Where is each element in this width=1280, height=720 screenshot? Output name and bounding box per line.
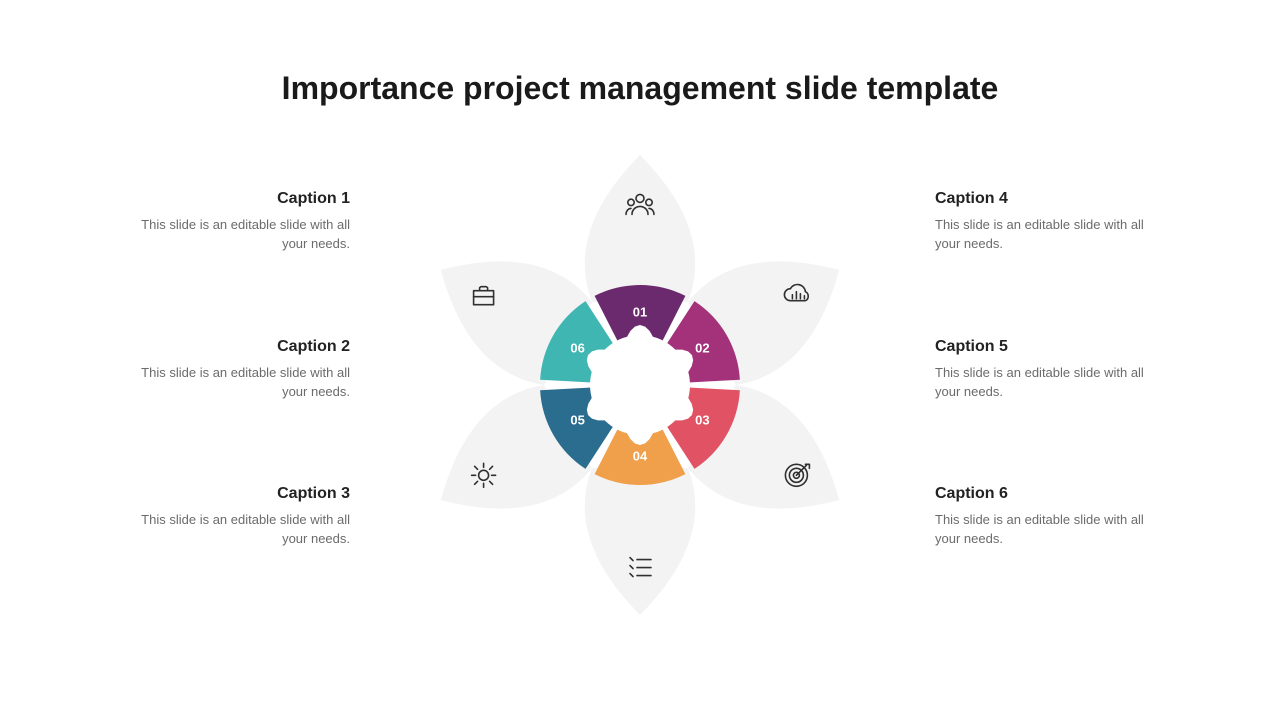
caption-body: This slide is an editable slide with all… [935,364,1155,402]
caption-body: This slide is an editable slide with all… [130,511,350,549]
caption-heading: Caption 4 [935,190,1155,208]
segment-label-05: 05 [570,412,584,427]
segment-label-02: 02 [695,340,709,355]
segment-label-03: 03 [695,412,709,427]
petal [585,468,695,615]
caption-5: Caption 5 This slide is an editable slid… [935,338,1155,402]
caption-3: Caption 3 This slide is an editable slid… [130,485,350,549]
caption-heading: Caption 3 [130,485,350,503]
caption-heading: Caption 1 [130,190,350,208]
petal [585,155,695,302]
caption-body: This slide is an editable slide with all… [935,511,1155,549]
caption-4: Caption 4 This slide is an editable slid… [935,190,1155,254]
caption-1: Caption 1 This slide is an editable slid… [130,190,350,254]
caption-6: Caption 6 This slide is an editable slid… [935,485,1155,549]
flower-diagram: 01 02 03 04 05 06 [440,155,840,615]
caption-2: Caption 2 This slide is an editable slid… [130,338,350,402]
segment-label-06: 06 [570,340,584,355]
caption-heading: Caption 6 [935,485,1155,503]
segment-label-01: 01 [633,304,647,319]
segment-label-04: 04 [633,448,648,463]
slide: Importance project management slide temp… [0,0,1280,720]
caption-body: This slide is an editable slide with all… [130,216,350,254]
caption-body: This slide is an editable slide with all… [130,364,350,402]
caption-heading: Caption 2 [130,338,350,356]
slide-title: Importance project management slide temp… [0,70,1280,107]
caption-heading: Caption 5 [935,338,1155,356]
caption-body: This slide is an editable slide with all… [935,216,1155,254]
